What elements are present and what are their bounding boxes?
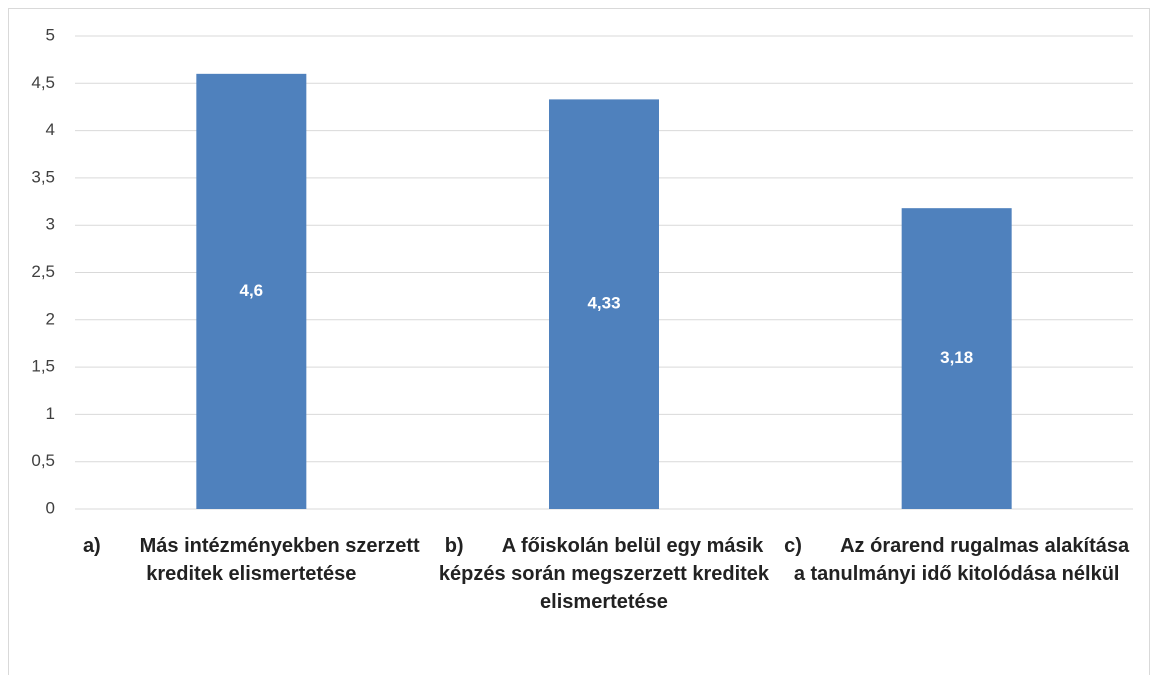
y-tick-label: 1 — [46, 404, 55, 423]
y-tick-label: 1,5 — [31, 357, 55, 376]
y-tick-label: 5 — [46, 25, 55, 44]
x-tick-label: a) Más intézményekben szerzett kreditek … — [82, 535, 420, 585]
y-tick-label: 0 — [46, 498, 55, 517]
y-tick-label: 3 — [46, 215, 55, 234]
bar — [901, 208, 1012, 509]
y-tick-label: 4,5 — [31, 73, 55, 92]
data-label: 4,33 — [587, 294, 620, 313]
x-tick-label: c) Az órarend rugalmas alakítása a tanul… — [784, 535, 1130, 585]
y-tick-label: 3,5 — [31, 167, 55, 186]
y-tick-label: 2,5 — [31, 262, 55, 281]
y-tick-label: 2 — [46, 309, 55, 328]
x-tick-label: b) A főiskolán belül egy másik képzés so… — [438, 535, 770, 613]
frame — [8, 8, 1150, 675]
bar — [549, 99, 659, 509]
data-label: 4,6 — [240, 281, 264, 300]
bar — [196, 73, 307, 509]
data-label: 3,18 — [940, 348, 973, 367]
y-tick-label: 4 — [46, 120, 55, 139]
y-tick-label: 0,5 — [31, 451, 55, 470]
